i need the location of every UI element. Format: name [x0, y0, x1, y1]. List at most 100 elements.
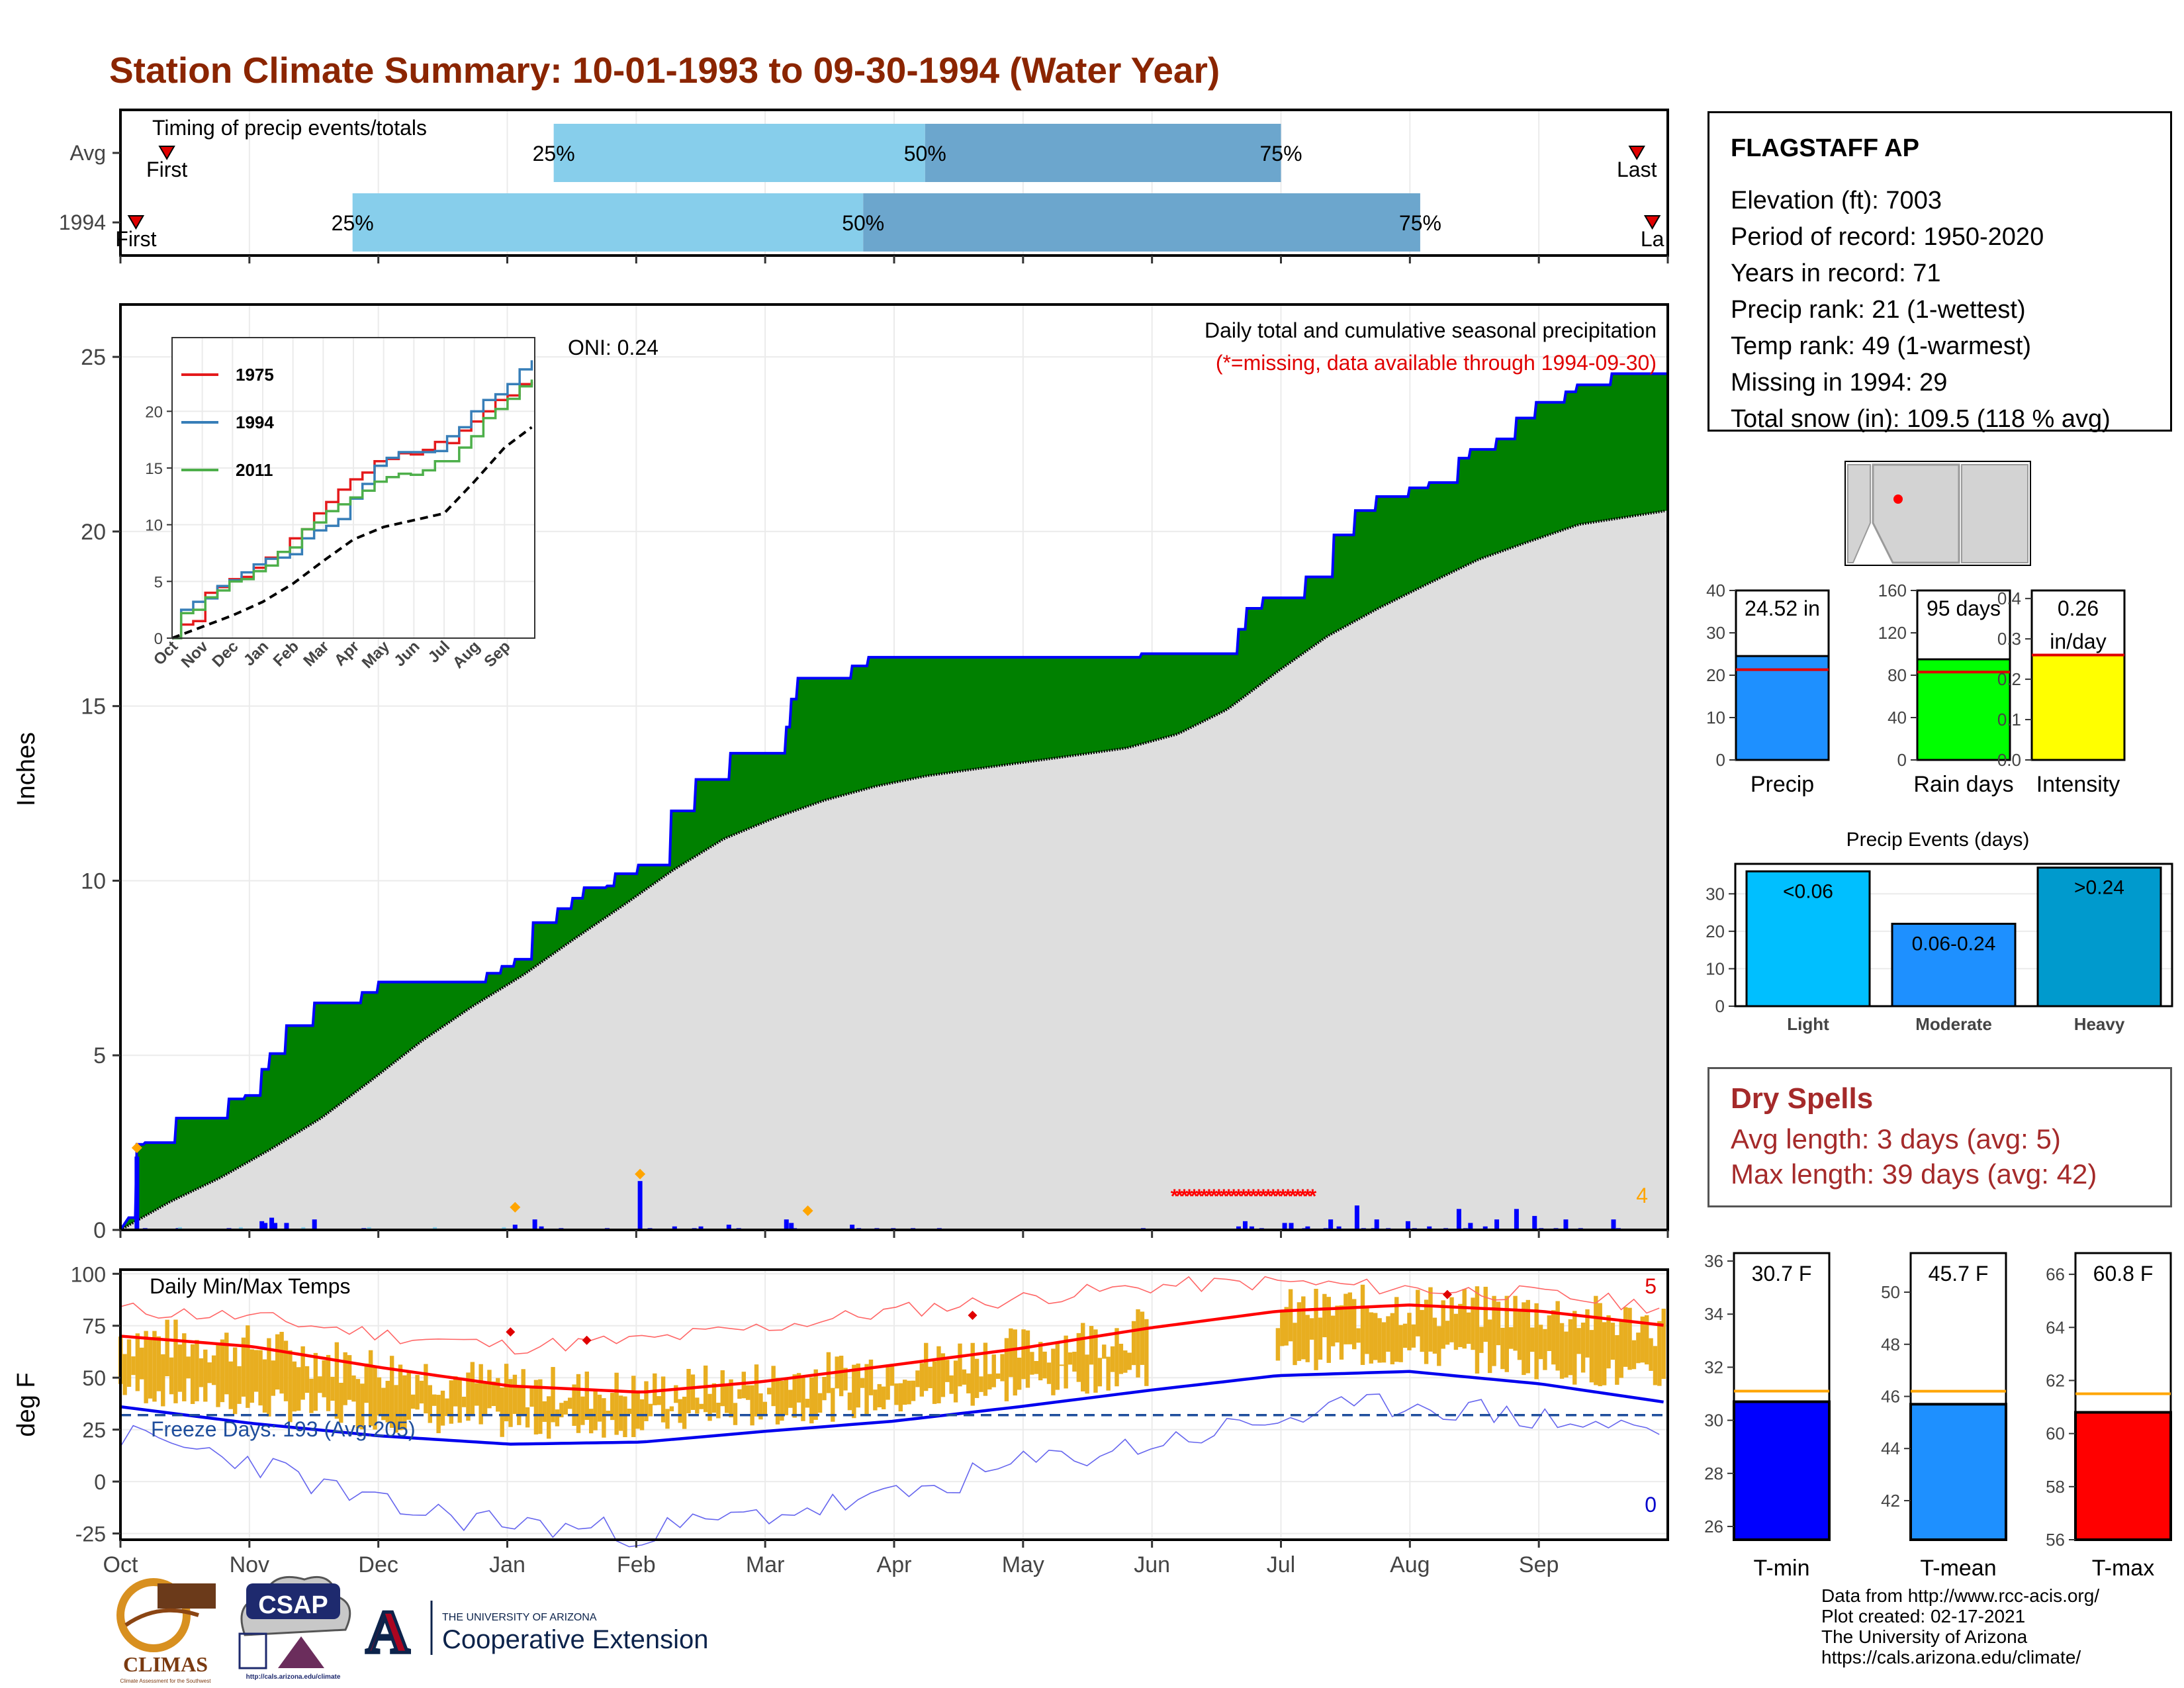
daily-temp-range-bar: [1314, 1288, 1318, 1370]
daily-temp-range-bar: [919, 1363, 925, 1397]
daily-temp-range-bar: [1530, 1327, 1535, 1352]
daily-temp-range-bar: [889, 1364, 895, 1386]
ua-extension-name: Cooperative Extension: [442, 1625, 708, 1654]
month-axis-label: Jul: [1267, 1552, 1295, 1577]
daily-temp-range-bar: [584, 1372, 590, 1420]
daily-temp-range-bar: [847, 1392, 852, 1411]
daily-temp-range-bar: [1030, 1352, 1034, 1375]
daily-temp-range-bar: [979, 1376, 983, 1392]
summary-bar-tick-label: 0.1: [1997, 710, 2021, 729]
daily-precip-bar: [259, 1221, 265, 1230]
daily-temp-range-bar: [1115, 1328, 1119, 1387]
daily-temp-range-bar: [1627, 1307, 1632, 1370]
daily-temp-range-bar: [1127, 1352, 1132, 1370]
daily-temp-range-bar: [690, 1374, 696, 1410]
daily-temp-range-bar: [224, 1333, 229, 1395]
missing-data-marker: *: [1230, 1186, 1238, 1207]
climas-logo-swoosh: [124, 1608, 199, 1627]
daily-temp-range-bar: [258, 1350, 263, 1406]
events-bar: [1745, 870, 1871, 1008]
daily-temp-range-bar: [538, 1379, 543, 1434]
daily-temp-range-bar: [475, 1383, 479, 1406]
precip-y-tick-label: 5: [93, 1043, 106, 1068]
precip-rank-text: Precip rank: 21 (1-wettest): [1731, 296, 2026, 324]
daily-temp-range-bar: [300, 1346, 305, 1400]
daily-temp-range-bar: [1449, 1297, 1454, 1342]
daily-temp-range-bar: [991, 1354, 996, 1387]
summary-bar-tick-label: 10: [1706, 708, 1725, 727]
daily-temp-range-bar: [1547, 1315, 1552, 1351]
daily-temp-range-bar: [1021, 1329, 1026, 1380]
summary-bar-tick-label: 0.0: [1997, 750, 2021, 770]
daily-temp-range-bar: [1610, 1323, 1615, 1360]
footer-line-created: Plot created: 02-17-2021: [1821, 1606, 2026, 1626]
summary-bar-value-label: 24.52 in: [1745, 596, 1820, 620]
daily-temp-range-bar: [1386, 1316, 1390, 1352]
daily-temp-range-bar: [334, 1342, 340, 1419]
daily-temp-range-bar: [669, 1406, 674, 1411]
first-label: First: [115, 227, 156, 251]
events-y-tick-label: 30: [1706, 884, 1725, 904]
daily-precip-bar: [1611, 1219, 1616, 1230]
daily-precip-bar: [1563, 1219, 1569, 1230]
daily-temp-range-bar: [177, 1344, 183, 1392]
daily-temp-range-bar: [928, 1366, 933, 1389]
daily-temp-range-bar: [126, 1339, 132, 1387]
daily-precip-bar: [1482, 1226, 1488, 1230]
daily-temp-range-bar: [653, 1373, 657, 1405]
daily-temp-range-bar: [283, 1340, 289, 1401]
daily-temp-range-bar: [533, 1380, 539, 1435]
daily-temp-range-bar: [182, 1333, 187, 1401]
daily-temp-range-bar: [1297, 1302, 1302, 1361]
summary-bar-chart: 0 40 80 120 160 95 days Rain days: [1878, 581, 2014, 797]
timing-p50-label: 50%: [842, 211, 884, 235]
daily-precip-bar: [1242, 1221, 1248, 1230]
daily-temp-range-bar: [322, 1360, 326, 1397]
daily-temp-range-bar: [881, 1386, 886, 1409]
daily-temp-range-bar: [1144, 1319, 1149, 1386]
snow-text: Total snow (in): 109.5 (118 % avg): [1731, 405, 2111, 433]
daily-temp-range-bar: [1644, 1315, 1649, 1365]
daily-temp-range-bar: [1551, 1310, 1556, 1365]
daily-temp-range-bar: [156, 1336, 161, 1391]
daily-temp-range-bar: [567, 1397, 572, 1409]
daily-temp-range-bar: [508, 1379, 513, 1427]
daily-temp-range-bar: [758, 1393, 763, 1420]
temp-summary-x-label: T-max: [2092, 1556, 2154, 1581]
events-bar-label: >0.24: [2074, 877, 2124, 899]
daily-temp-range-bar: [457, 1377, 462, 1423]
daily-temp-range-bar: [1369, 1312, 1374, 1364]
last-event-marker-icon: [1643, 215, 1661, 230]
summary-bar-chart: 0.0 0.1 0.2 0.3 0.4 0.26 in/day Intensity: [1997, 588, 2126, 797]
daily-temp-range-bar: [373, 1366, 377, 1430]
period-text: Period of record: 1950-2020: [1731, 223, 2044, 251]
daily-temp-range-bar: [1068, 1352, 1073, 1365]
daily-temp-range-bar: [203, 1349, 208, 1402]
station-info-box: FLAGSTAFF AP Elevation (ft): 7003 Period…: [1707, 111, 2172, 433]
daily-temp-range-bar: [1076, 1333, 1081, 1382]
events-x-label: Heavy: [2074, 1014, 2125, 1034]
cumulative-average-line: [120, 510, 1665, 1231]
summary-bar-tick-label: 0.2: [1997, 669, 2021, 689]
temp-summary-tick-label: 62: [2046, 1370, 2065, 1390]
daily-temp-range-bar: [1093, 1329, 1098, 1393]
daily-temp-range-bar: [1051, 1348, 1056, 1395]
daily-temp-range-bar: [241, 1337, 246, 1397]
temp-summary-value-label: 45.7 F: [1929, 1262, 1989, 1286]
daily-temp-range-bar: [326, 1354, 331, 1411]
timing-p75-label: 75%: [1399, 211, 1441, 235]
daily-temp-range-bar: [873, 1389, 878, 1411]
daily-temp-range-bar: [1339, 1305, 1344, 1360]
temp-title: Daily Min/Max Temps: [150, 1274, 350, 1298]
temp-summary-value: [1909, 1403, 2007, 1541]
daily-temp-range-bar: [644, 1381, 649, 1421]
precip-events-chart: Precip Events (days) 0 10 20 30 <0.06 Light 0.0…: [1706, 829, 2173, 1034]
daily-temp-range-bar: [1330, 1315, 1336, 1346]
daily-temp-range-bar: [1432, 1317, 1437, 1354]
elevation-text: Elevation (ft): 7003: [1731, 187, 1942, 214]
daily-temp-range-bar: [657, 1396, 661, 1405]
summary-bar-x-label: Precip: [1751, 772, 1814, 797]
daily-temp-range-bar: [355, 1379, 361, 1429]
daily-temp-range-bar: [377, 1377, 382, 1416]
timing-title: Timing of precip events/totals: [152, 116, 427, 140]
